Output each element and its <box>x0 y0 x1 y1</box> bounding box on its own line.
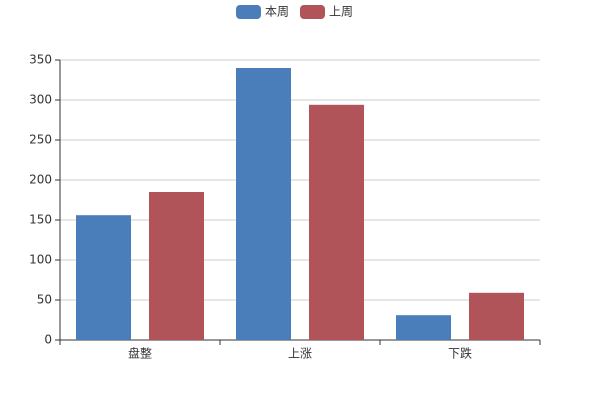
bar <box>396 315 451 340</box>
y-tick-label: 100 <box>29 253 52 267</box>
legend-swatch <box>236 5 261 19</box>
y-tick-label: 0 <box>44 333 52 347</box>
legend-swatch <box>300 5 325 19</box>
y-tick-label: 200 <box>29 173 52 187</box>
y-tick-label: 350 <box>29 53 52 67</box>
legend-label: 本周 <box>265 5 289 19</box>
bar <box>76 215 131 340</box>
y-tick-label: 300 <box>29 93 52 107</box>
x-tick-label: 上涨 <box>288 346 312 361</box>
bar <box>149 192 204 340</box>
bar <box>236 68 291 340</box>
y-tick-label: 50 <box>37 293 52 307</box>
x-tick-label: 盘整 <box>128 346 152 361</box>
x-tick-label: 下跌 <box>448 346 472 361</box>
y-tick-label: 150 <box>29 213 52 227</box>
legend-label: 上周 <box>329 5 353 19</box>
bar <box>469 292 524 340</box>
bar <box>309 104 364 340</box>
y-tick-label: 250 <box>29 133 52 147</box>
